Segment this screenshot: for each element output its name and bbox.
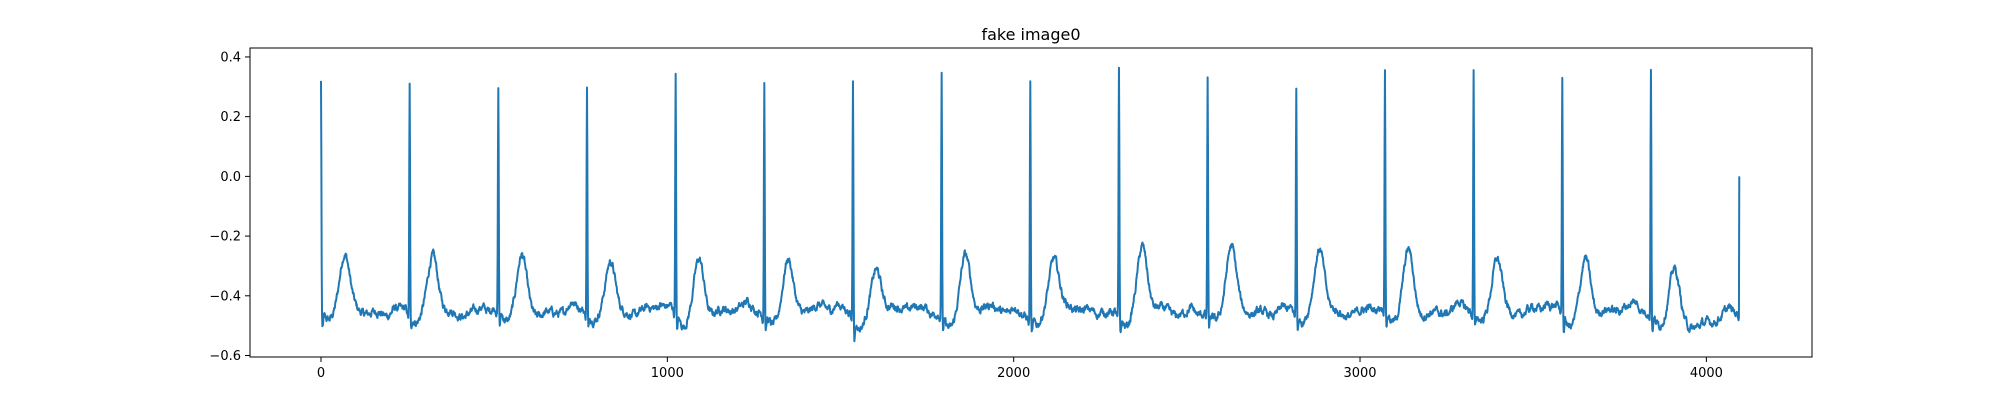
x-axis: 0 1000 2000 3000 4000 <box>317 357 1723 381</box>
y-tick-label: 0.4 <box>220 50 241 65</box>
x-tick-label: 4000 <box>1690 366 1723 381</box>
y-tick-label: 0.0 <box>220 170 241 185</box>
axes-frame <box>249 47 1813 358</box>
series-line <box>320 66 1741 343</box>
chart-title: fake image0 <box>981 25 1080 44</box>
y-tick-label: −0.6 <box>209 349 241 364</box>
plot-area <box>320 66 1741 343</box>
x-tick-label: 0 <box>317 366 325 381</box>
y-tick-label: −0.2 <box>209 230 241 245</box>
y-tick-label: −0.4 <box>209 289 241 304</box>
x-tick-label: 3000 <box>1343 366 1376 381</box>
x-tick-label: 1000 <box>651 366 684 381</box>
y-axis: −0.6 −0.4 −0.2 0.0 0.2 0.4 <box>209 50 250 364</box>
x-tick-label: 2000 <box>997 366 1030 381</box>
y-tick-label: 0.2 <box>220 110 241 125</box>
